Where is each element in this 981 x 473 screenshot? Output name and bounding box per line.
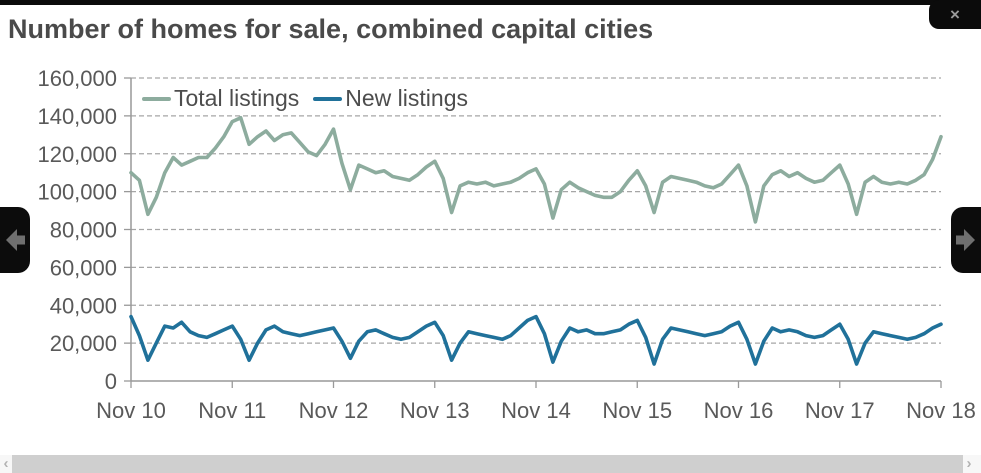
- series-line-new-listings: [129, 314, 943, 366]
- legend-item-new-listings: New listings: [313, 85, 468, 112]
- x-tick-label: Nov 18: [906, 398, 976, 423]
- y-tick-label: 120,000: [37, 142, 117, 167]
- x-tick-label: Nov 11: [198, 398, 266, 423]
- y-tick-label: 60,000: [50, 255, 117, 280]
- chart-title: Number of homes for sale, combined capit…: [8, 14, 654, 44]
- x-tick-label: Nov 12: [299, 398, 369, 423]
- x-tick-label: Nov 15: [602, 398, 672, 423]
- y-tick-label: 40,000: [50, 293, 117, 318]
- chart-legend: Total listings New listings: [142, 85, 468, 112]
- carousel-next-button[interactable]: [951, 207, 981, 273]
- close-icon: ×: [950, 5, 960, 24]
- y-tick-label: 140,000: [37, 104, 117, 129]
- total-listings-line-swatch-icon: [142, 96, 171, 101]
- x-tick-label: Nov 17: [805, 398, 875, 423]
- horizontal-scrollbar[interactable]: ‹ ›: [0, 455, 981, 473]
- new-listings-line-swatch-icon: [313, 96, 343, 101]
- arrow-right-icon: [956, 229, 975, 251]
- scroll-right-icon[interactable]: ›: [966, 455, 972, 472]
- legend-item-total-listings: Total listings: [142, 85, 299, 112]
- arrow-left-icon: [6, 229, 25, 251]
- y-tick-label: 80,000: [50, 218, 117, 243]
- top-edge-strip: [0, 0, 981, 5]
- legend-label: New listings: [345, 85, 468, 111]
- x-tick-label: Nov 10: [96, 398, 166, 423]
- x-tick-label: Nov 14: [501, 398, 571, 423]
- x-tick-label: Nov 16: [704, 398, 774, 423]
- y-tick-label: 160,000: [37, 66, 117, 91]
- y-tick-label: 100,000: [37, 180, 117, 205]
- carousel-prev-button[interactable]: [0, 207, 30, 273]
- listings-line-chart: 160,000 140,000 120,000 100,000 80,000 60,000…: [37, 66, 976, 423]
- scrollbar-thumb[interactable]: [12, 455, 963, 473]
- close-button[interactable]: ×: [929, 0, 981, 29]
- x-tick-label: Nov 13: [400, 398, 470, 423]
- y-tick-label: 0: [105, 369, 117, 394]
- y-tick-label: 20,000: [50, 331, 117, 356]
- series-line-total-listings: [129, 116, 943, 224]
- scroll-left-icon[interactable]: ‹: [3, 455, 9, 472]
- legend-label: Total listings: [174, 85, 300, 111]
